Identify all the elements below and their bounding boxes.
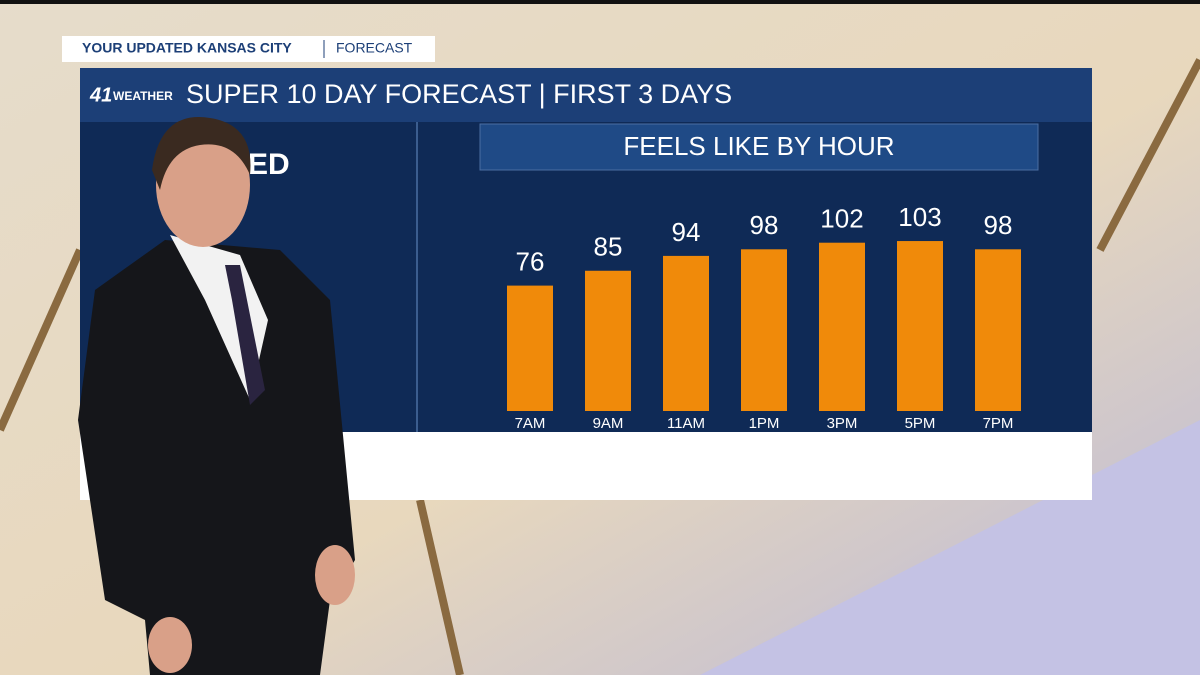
chart: 76 7AM 85 9AM 94 11AM 98 1PM 102 3PM 103 5PM 98 7PM: [507, 202, 1021, 432]
bar: [897, 241, 943, 411]
category-label: 5PM: [905, 415, 936, 432]
banner: [62, 36, 435, 62]
value-label: 103: [898, 202, 941, 232]
chart-title-box: [479, 123, 1039, 171]
bar: [975, 249, 1021, 411]
value-label: 102: [820, 204, 863, 234]
bar: [507, 285, 553, 411]
banner-title: YOUR UPDATED KANSAS CITY: [82, 40, 292, 56]
presenter-tie: [225, 265, 265, 405]
value-label: 85: [594, 232, 623, 262]
logo-number: 41: [89, 84, 112, 106]
presenter-hand: [148, 617, 192, 673]
category-label: 11AM: [667, 415, 705, 432]
presenter-hand: [315, 545, 355, 605]
bar: [741, 249, 787, 411]
chart-title: FEELS LIKE BY HOUR: [623, 131, 894, 161]
bar: [663, 255, 709, 411]
top-edge: [0, 0, 1200, 4]
value-label: 94: [672, 217, 701, 247]
presenter-head: [156, 123, 250, 247]
bar: [585, 270, 631, 411]
presenter: [78, 117, 355, 675]
tent-pole: [0, 248, 84, 432]
day-label: ED: [248, 148, 290, 181]
category-label: 7PM: [983, 415, 1014, 432]
banner-section: FORECAST: [336, 40, 413, 56]
category-label: 9AM: [593, 415, 624, 432]
header-title: SUPER 10 DAY FORECAST | FIRST 3 DAYS: [186, 79, 732, 109]
category-label: 3PM: [827, 415, 858, 432]
tent-pole: [1096, 58, 1200, 252]
header-bar: [80, 68, 1092, 122]
tent-pole: [416, 499, 464, 675]
value-label: 76: [516, 246, 545, 276]
logo-text: WEATHER: [113, 89, 173, 103]
bar: [819, 242, 865, 411]
presenter-hair: [152, 117, 251, 190]
presenter-suit: [78, 240, 355, 675]
value-label: 98: [984, 210, 1013, 240]
value-label: 98: [750, 210, 779, 240]
category-label: 7AM: [515, 415, 546, 432]
category-label: 1PM: [749, 415, 780, 432]
